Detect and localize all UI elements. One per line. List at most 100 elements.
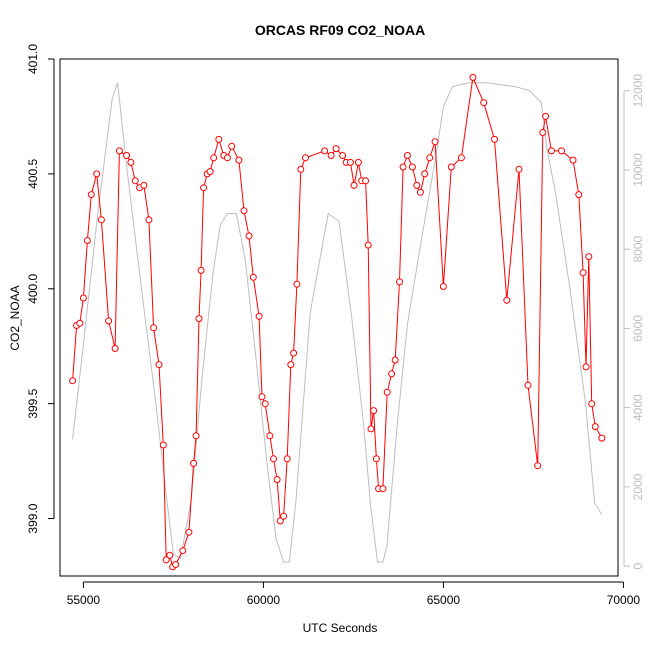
data-point-co2 [370, 407, 378, 415]
data-point-co2 [270, 455, 277, 463]
data-point-co2 [123, 152, 131, 159]
data-point-co2 [290, 349, 298, 357]
data-point-co2 [76, 319, 84, 327]
data-point-co2 [197, 266, 205, 274]
data-point-co2 [413, 181, 421, 189]
data-point-co2 [261, 400, 269, 408]
y-axis-right: 0 2000 4000 6000 8000 10000 12000 [623, 74, 645, 569]
chart-title: ORCAS RF09 CO2_NOAA [255, 22, 425, 38]
data-point-co2 [115, 147, 123, 155]
data-point-co2 [469, 73, 477, 81]
data-point-co2 [539, 129, 547, 136]
y-axis: 399.0 399.5 400.0 400.5 401.0 [26, 44, 55, 534]
data-point-co2 [391, 356, 399, 364]
data-point-co2 [372, 455, 380, 463]
data-point-co2 [69, 377, 77, 385]
data-point-co2 [480, 99, 488, 107]
data-point-co2 [399, 163, 407, 171]
data-point-co2 [582, 363, 590, 371]
data-point-co2 [206, 168, 214, 176]
data-point-co2 [185, 528, 193, 536]
data-point-co2 [145, 216, 153, 224]
data-point-co2 [575, 191, 583, 199]
x-tick-label: 70000 [607, 593, 641, 607]
data-point-co2 [491, 135, 498, 143]
data-point-co2 [127, 158, 135, 166]
data-point-co2 [190, 459, 198, 467]
data-point-co2 [383, 388, 391, 396]
data-point-co2 [210, 154, 218, 162]
data-point-co2 [396, 278, 403, 286]
data-point-co2 [79, 294, 87, 302]
data-point-co2 [408, 163, 416, 171]
y-tick-label: 400.0 [26, 273, 40, 303]
data-point-co2 [585, 253, 593, 261]
data-point-co2 [105, 317, 113, 325]
data-point-co2 [302, 154, 309, 162]
data-point-co2 [240, 207, 248, 215]
data-point-co2 [200, 184, 208, 192]
data-point-co2 [439, 283, 447, 290]
data-point-co2 [579, 269, 587, 277]
data-point-co2 [179, 547, 187, 555]
y-right-tick-label: 2000 [631, 473, 645, 500]
data-point-co2 [215, 135, 223, 143]
data-point-co2 [416, 188, 424, 196]
data-point-co2 [283, 455, 291, 463]
data-point-co2 [332, 145, 340, 153]
plot-frame [59, 58, 619, 577]
x-tick-label: 60000 [247, 593, 281, 607]
data-point-co2 [255, 312, 263, 320]
x-tick-label: 55000 [67, 593, 101, 607]
data-point-co2 [534, 462, 542, 470]
data-point-co2 [388, 370, 396, 378]
data-point-co2 [447, 163, 455, 171]
data-point-co2 [266, 432, 274, 440]
y-right-tick-label: 12000 [631, 74, 645, 108]
data-point-co2 [421, 170, 429, 178]
data-point-co2 [431, 138, 439, 146]
data-point-co2 [350, 181, 358, 189]
data-point-co2 [569, 156, 577, 164]
data-point-co2 [162, 556, 170, 564]
series-line-co2 [72, 75, 603, 568]
y-tick-label: 399.0 [26, 503, 40, 533]
y-right-tick-label: 4000 [631, 394, 645, 421]
data-point-co2 [131, 177, 139, 185]
data-point-co2 [280, 512, 288, 520]
x-tick-label: 65000 [427, 593, 461, 607]
data-point-co2 [588, 400, 596, 408]
data-point-co2 [347, 158, 354, 166]
plot-area [69, 73, 606, 571]
data-point-co2 [367, 425, 375, 433]
data-point-co2 [542, 112, 550, 120]
data-point-co2 [87, 191, 95, 199]
y-right-tick-label: 6000 [631, 315, 645, 342]
data-point-co2 [159, 441, 167, 449]
data-point-co2 [457, 154, 465, 162]
data-point-co2 [83, 237, 91, 244]
data-point-co2 [321, 147, 329, 155]
y-tick-label: 400.5 [26, 159, 40, 189]
data-point-co2 [297, 165, 305, 173]
data-point-co2 [192, 432, 200, 440]
data-point-co2 [235, 156, 243, 164]
y-tick-label: 399.5 [26, 388, 40, 418]
data-point-co2 [228, 142, 236, 150]
data-point-co2 [166, 551, 174, 559]
data-point-co2 [403, 152, 411, 159]
data-point-co2 [293, 280, 301, 288]
data-point-co2 [140, 181, 148, 189]
data-point-co2 [93, 170, 101, 178]
y-right-tick-label: 0 [631, 562, 645, 569]
data-point-co2 [155, 361, 163, 369]
data-point-co2 [276, 517, 284, 525]
data-point-co2 [97, 216, 105, 224]
data-point-co2 [515, 165, 523, 173]
data-point-co2 [364, 241, 372, 249]
data-point-co2 [223, 154, 231, 162]
data-point-co2 [172, 561, 180, 568]
data-point-co2 [339, 152, 347, 159]
data-point-co2 [362, 177, 370, 185]
